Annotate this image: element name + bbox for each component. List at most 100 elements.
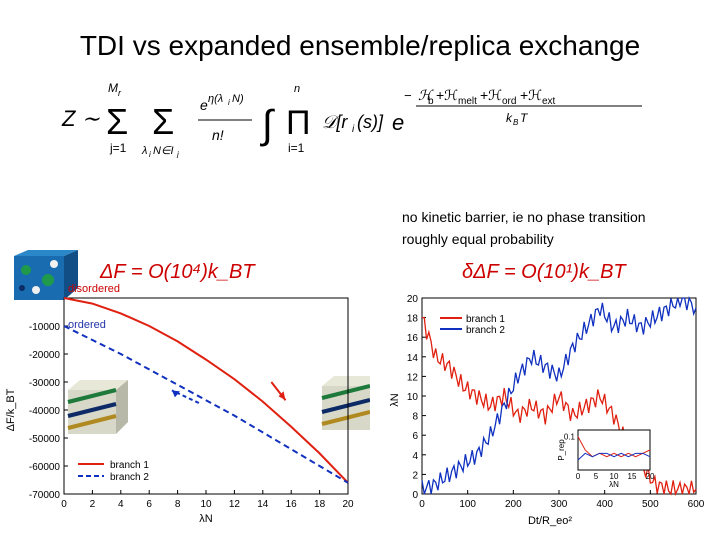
right-y-tick-label: 10 [407,392,419,403]
svg-text:N): N) [232,93,244,105]
svg-text:η(λ: η(λ [208,93,223,105]
right-y-tick-label: 12 [407,372,419,383]
svg-text:N∈I: N∈I [153,145,174,157]
inset-xlabel: λN [609,480,619,489]
svg-text:Σ: Σ [106,101,128,142]
right-x-tick-label: 0 [419,499,425,510]
left-x-tick-label: 20 [342,499,354,510]
left-xlabel: λN [199,513,213,525]
left-x-tick-label: 0 [61,499,67,510]
svg-text:j: j [176,150,179,158]
right-y-tick-label: 8 [412,412,418,423]
svg-text:Σ: Σ [152,101,174,142]
svg-text:r: r [118,88,122,98]
inset-x-tick-label: 5 [594,472,599,481]
svg-text:+ℋ: +ℋ [520,87,542,103]
right-legend-label: branch 2 [466,325,505,336]
svg-text:Π: Π [286,104,311,142]
right-x-tick-label: 100 [459,499,476,510]
left-x-tick-label: 6 [146,499,152,510]
partition-function-formula: Z ∼ M r Σ j=1 Σ λ i N∈I j e η(λ i N) n! … [61,81,642,158]
svg-text:k: k [506,111,513,125]
cube-ordered-image-right [321,376,370,430]
right-ylabel: λN [390,393,401,407]
left-x-tick-label: 14 [257,499,269,510]
svg-text:melt: melt [458,96,477,107]
left-legend-label: branch 1 [110,460,149,471]
right-x-tick-label: 400 [596,499,613,510]
svg-text:ℋ: ℋ [418,87,434,103]
left-y-tick-label: -30000 [29,378,61,389]
right-series-1 [421,316,697,497]
svg-text:M: M [108,81,118,95]
right-series-2 [421,295,697,495]
left-x-tick-label: 16 [286,499,298,510]
svg-text:i: i [228,98,230,107]
left-x-tick-label: 4 [118,499,124,510]
left-x-tick-label: 10 [200,499,212,510]
inset-series-1 [577,436,651,458]
svg-text:e: e [200,97,208,113]
svg-text:−: − [404,88,412,103]
left-legend-label: branch 2 [110,472,149,483]
svg-text:i: i [352,124,355,135]
svg-text:T: T [520,111,529,125]
svg-text:+ℋ: +ℋ [480,87,502,103]
cube-disordered-image [14,250,78,300]
svg-text:λ: λ [141,145,147,157]
left-series-2 [63,325,349,484]
inset-frame [577,429,651,471]
svg-text:Z ∼: Z ∼ [61,106,101,131]
svg-text:i=1: i=1 [288,141,305,155]
right-y-tick-label: 2 [412,470,418,481]
left-y-tick-label: -40000 [29,406,61,417]
svg-text:(s)]: (s)] [357,112,384,132]
inset-x-tick-label: 0 [576,472,581,481]
right-x-tick-label: 500 [642,499,659,510]
slide-title: TDI vs expanded ensemble/replica exchang… [79,30,641,61]
left-x-tick-label: 12 [229,499,241,510]
inset-x-tick-label: 15 [628,472,637,481]
left-y-tick-label: -10000 [29,322,61,333]
left-ylabel: ΔF/k_BT [5,388,17,431]
left-arrowhead-branch1 [278,391,286,401]
svg-text:i: i [149,150,151,158]
free-energy-chart: ΔF = O(10⁴)k_BT disordered ordered 0 2 4 6 8… [5,250,370,525]
right-legend-label: branch 1 [466,314,505,325]
left-arrowhead-branch2 [171,390,180,398]
label-ordered: ordered [68,319,106,331]
right-y-tick-label: 0 [412,490,418,501]
left-y-tick-label: -50000 [29,434,61,445]
svg-text:ext: ext [542,96,556,107]
right-y-tick-label: 4 [412,451,418,462]
left-header-formula: ΔF = O(10⁴)k_BT [99,261,256,283]
left-y-tick-label: -70000 [29,490,61,501]
svg-text:+ℋ: +ℋ [436,87,458,103]
left-y-tick-label: -60000 [29,462,61,473]
annotation-note: no kinetic barrier, ie no phase transiti… [402,206,646,250]
left-x-tick-label: 18 [314,499,326,510]
note-line-1: no kinetic barrier, ie no phase transiti… [402,209,646,225]
svg-text:e: e [392,110,404,135]
left-x-tick-label: 8 [175,499,181,510]
cube-ordered-image-left [67,380,128,434]
svg-text:𝒟[r: 𝒟[r [322,112,348,132]
right-x-tick-label: 600 [688,499,705,510]
right-y-tick-label: 20 [407,294,419,305]
right-xlabel: Dt/R_eo² [528,515,572,527]
label-disordered: disordered [68,283,120,295]
svg-text:j=1: j=1 [109,141,127,155]
right-x-tick-label: 300 [551,499,568,510]
left-series-1 [63,297,349,484]
inset-series-2 [577,452,651,461]
inset-y-tick-label: 0.1 [564,433,576,442]
svg-text:n: n [294,83,300,95]
svg-text:b: b [428,96,434,107]
right-plot-frame [421,297,697,495]
svg-text:∫: ∫ [260,103,276,147]
right-x-tick-label: 200 [505,499,522,510]
svg-text:n!: n! [212,127,224,143]
note-line-2: roughly equal probability [402,231,554,247]
right-y-tick-label: 14 [407,353,419,364]
inset-ylabel: P_rep [557,439,566,461]
